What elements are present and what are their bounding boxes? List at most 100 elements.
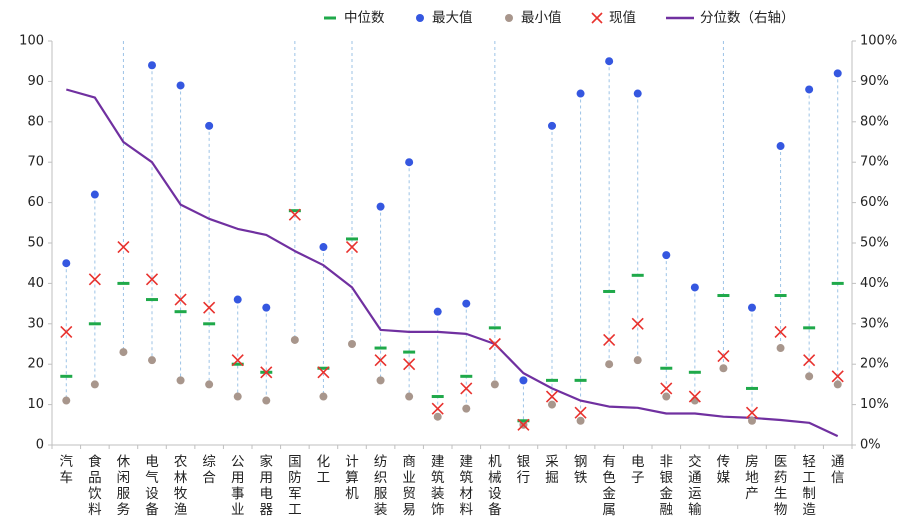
min-point <box>548 400 556 409</box>
x-tick-label: 饰 <box>431 502 445 518</box>
x-tick-label: 气 <box>145 470 159 486</box>
y-left-tick-label: 40 <box>27 276 44 291</box>
x-tick-label: 机 <box>488 454 502 470</box>
min-point <box>319 392 328 401</box>
x-tick-label: 属 <box>602 502 616 518</box>
current-point <box>631 317 644 330</box>
x-tick-label: 业 <box>231 502 245 518</box>
current-point <box>460 382 473 395</box>
max-point <box>319 243 328 252</box>
x-tick-label: 制 <box>802 486 816 502</box>
current-point <box>317 366 330 379</box>
x-tick-label: 工 <box>288 502 302 518</box>
max-point <box>176 81 185 90</box>
x-tick-label: 用 <box>260 470 274 486</box>
x-tick-label: 织 <box>374 470 388 486</box>
legend-median-label: 中位数 <box>344 10 385 26</box>
max-point <box>262 303 271 312</box>
x-tick-label: 设 <box>488 486 502 502</box>
x-tick-label: 装 <box>431 486 445 502</box>
y-right-tick-label: 10% <box>860 397 889 412</box>
y-left-tick-label: 10 <box>27 397 44 412</box>
current-point <box>574 406 587 419</box>
x-tick-label: 装 <box>374 502 388 518</box>
x-tick-label: 造 <box>802 502 816 518</box>
current-point <box>403 358 416 371</box>
min-point <box>690 396 699 405</box>
current-point <box>745 406 759 419</box>
legend-current-marker <box>591 12 603 24</box>
y-right-tick-label: 20% <box>860 357 889 372</box>
x-tick-label: 料 <box>460 502 474 518</box>
current-point <box>145 273 159 286</box>
y-right-tick-label: 30% <box>860 316 889 331</box>
x-tick-label: 子 <box>631 470 645 486</box>
x-tick-label: 备 <box>145 501 159 518</box>
x-tick-label: 输 <box>688 502 702 518</box>
x-tick-label: 综 <box>202 454 216 470</box>
current-point <box>831 370 844 383</box>
x-tick-label: 军 <box>288 486 302 502</box>
x-tick-label: 建 <box>431 454 445 470</box>
x-tick-label: 轻 <box>802 454 816 470</box>
x-tick-label: 非 <box>660 454 674 470</box>
x-tick-label: 食 <box>88 453 102 470</box>
min-point <box>405 392 414 401</box>
x-tick-label: 采 <box>545 454 559 470</box>
current-point <box>174 293 187 306</box>
x-tick-label: 材 <box>460 486 474 502</box>
legend-percentile-label: 分位数（右轴） <box>700 10 795 26</box>
x-tick-label: 掘 <box>545 470 559 486</box>
y-left-tick-label: 30 <box>27 316 44 331</box>
x-tick-label: 算 <box>345 470 359 486</box>
y-right-tick-label: 80% <box>860 114 889 129</box>
max-point <box>605 57 614 66</box>
min-point <box>290 335 299 344</box>
x-tick-label: 化 <box>317 454 331 470</box>
x-tick-label: 工 <box>802 470 816 486</box>
legend-min-marker <box>505 14 513 22</box>
x-tick-label: 渔 <box>174 502 188 518</box>
x-tick-label: 融 <box>660 502 674 518</box>
x-tick-label: 设 <box>145 486 159 502</box>
current-point <box>803 354 816 367</box>
x-tick-label: 交 <box>688 453 702 470</box>
x-tick-label: 合 <box>202 470 216 486</box>
max-point <box>233 295 242 304</box>
x-tick-label: 业 <box>402 470 416 486</box>
current-point <box>545 390 559 403</box>
max-point <box>376 202 385 211</box>
current-point <box>374 354 387 367</box>
min-point <box>348 340 356 348</box>
x-tick-label: 公 <box>231 454 245 470</box>
max-point <box>576 89 585 98</box>
x-tick-label: 林 <box>174 470 188 486</box>
current-point <box>260 366 273 379</box>
x-tick-label: 牧 <box>174 486 188 502</box>
x-tick-label: 钢 <box>574 454 588 470</box>
current-point <box>717 350 730 363</box>
max-point <box>90 190 99 199</box>
max-point <box>662 251 671 260</box>
x-tick-label: 计 <box>345 454 359 470</box>
x-tick-label: 产 <box>745 486 759 502</box>
min-point <box>748 416 756 425</box>
y-left-tick-label: 20 <box>27 357 44 372</box>
x-tick-label: 车 <box>60 469 74 486</box>
legend-min-label: 最小值 <box>521 10 562 26</box>
legend-max-label: 最大值 <box>432 10 473 26</box>
y-right-tick-label: 100% <box>860 34 897 49</box>
current-point <box>60 325 73 338</box>
y-left-tick-label: 60 <box>27 195 44 210</box>
x-tick-label: 料 <box>88 502 102 518</box>
min-point <box>376 376 385 385</box>
current-point <box>603 333 616 347</box>
min-point <box>62 396 71 405</box>
x-tick-label: 电 <box>631 454 645 470</box>
current-point <box>774 325 787 338</box>
max-point <box>833 69 842 78</box>
x-tick-label: 农 <box>174 454 188 470</box>
current-point <box>288 208 301 221</box>
y-left-tick-label: 80 <box>27 114 44 129</box>
